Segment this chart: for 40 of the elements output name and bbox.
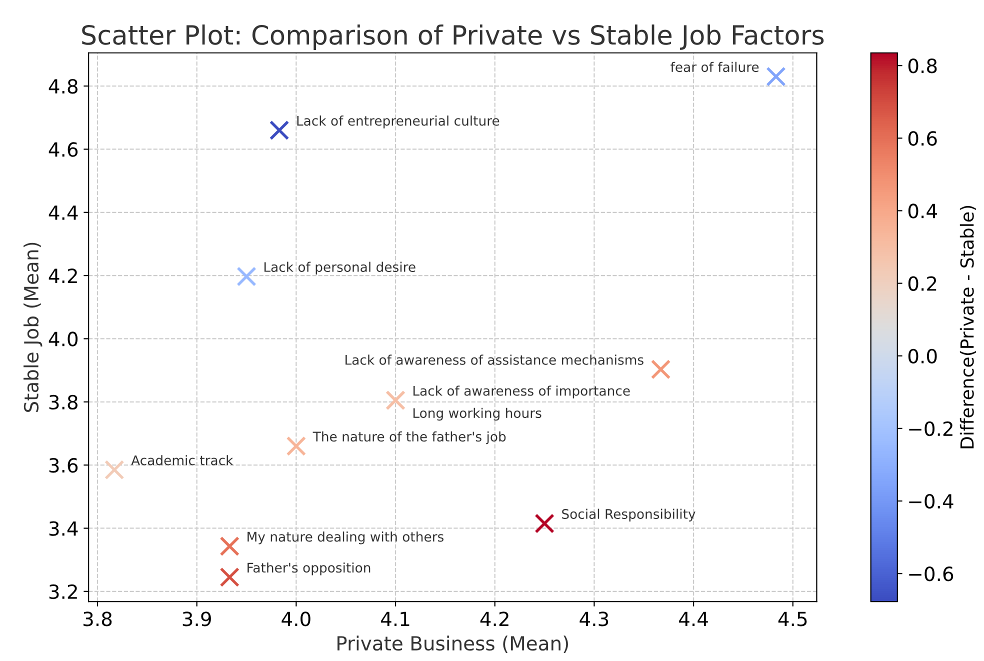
x-tick-label: 4.3: [580, 612, 608, 626]
color-bar-label: 0.2: [908, 276, 936, 291]
color-bar-label: 0.4: [908, 204, 937, 218]
color-bar-label: −0.4: [909, 494, 954, 509]
annotation: Long working hours: [413, 408, 542, 421]
y-tick-label: 4.8: [48, 79, 78, 94]
x-axis-title: Private Business (Mean): [338, 636, 568, 653]
color-bar-label: −0.6: [909, 566, 954, 582]
y-tick-label: 3.2: [49, 584, 77, 600]
annotation: Lack of awareness of assistance mechanisms: [346, 354, 644, 365]
x-tick-label: 4.0: [282, 612, 310, 626]
x-tick-label: 4.4: [679, 612, 708, 626]
y-tick-label: 4.0: [48, 332, 78, 346]
x-tick-label: 3.9: [182, 612, 211, 626]
annotation: The nature of the father's job: [312, 431, 506, 444]
color-bar-label: 0.8: [908, 58, 937, 74]
annotation: Father's opposition: [248, 562, 370, 576]
annotation: fear of failure: [670, 62, 759, 72]
x-tick-label: 4.1: [381, 612, 410, 626]
x-tick-label: 3.8: [84, 612, 112, 626]
chart-title: Scatter Plot: Comparison of Private vs Stable Job Factors: [82, 24, 824, 50]
y-tick-label: 4.6: [48, 142, 78, 157]
annotation: Lack of awareness of importance: [413, 386, 630, 398]
color-bar-label: 0.6: [908, 131, 937, 146]
x-tick-label: 4.5: [778, 612, 807, 626]
y-tick-label: 3.6: [49, 458, 78, 473]
annotation: Social Responsibility: [562, 508, 696, 522]
y-tick-label: 3.8: [49, 394, 78, 410]
annotation: Lack of personal desire: [264, 262, 416, 275]
annotation: My nature dealing with others: [248, 532, 444, 544]
annotation: Academic track: [131, 455, 234, 466]
y-tick-label: 4.4: [48, 206, 78, 220]
color-bar-label: 0.0: [908, 348, 937, 364]
x-tick-label: 4.2: [480, 612, 508, 626]
annotation: Lack of entrepreneurial culture: [297, 116, 500, 128]
color-bar-label: −0.2: [909, 421, 952, 436]
y-tick-label: 3.4: [49, 521, 78, 536]
y-axis-title: Stable Job (Mean): [24, 242, 42, 412]
y-tick-label: 4.2: [48, 268, 77, 283]
color-bar-title: Difference(Private - Stable): [960, 206, 976, 448]
